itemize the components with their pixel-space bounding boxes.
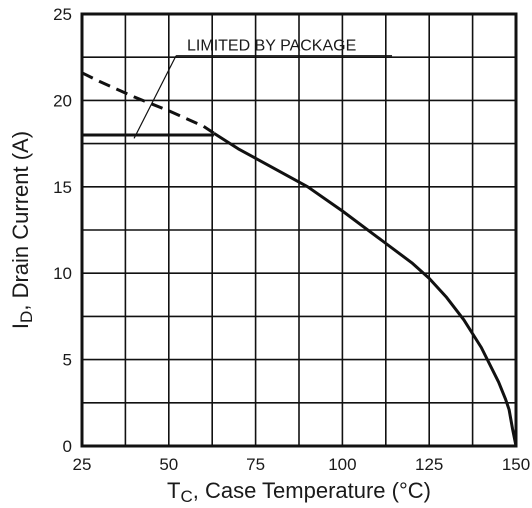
- y-tick-label: 5: [63, 351, 72, 370]
- y-axis-title: ID, Drain Current (A): [8, 131, 36, 329]
- x-tick-label: 75: [246, 455, 265, 474]
- x-tick-label: 50: [159, 455, 178, 474]
- y-tick-label: 10: [53, 264, 72, 283]
- y-tick-label: 20: [53, 91, 72, 110]
- y-tick-label: 25: [53, 5, 72, 24]
- package-limit-dashed-line: [81, 71, 215, 135]
- grid: [82, 14, 516, 446]
- x-tick-label: 150: [502, 455, 530, 474]
- annotation: LIMITED BY PACKAGE: [133, 38, 393, 139]
- x-axis-title-sub: C: [180, 487, 192, 506]
- x-tick-label: 25: [73, 455, 92, 474]
- x-axis-title-unit: °C: [399, 478, 424, 503]
- x-tick-label: 100: [328, 455, 356, 474]
- y-axis-title-rest: , Drain Current (A): [8, 131, 33, 311]
- x-tick-label: 125: [415, 455, 443, 474]
- x-axis-title: TC, Case Temperature (°C): [167, 478, 431, 506]
- y-axis-title-sub: D: [17, 311, 36, 323]
- annotation-label: LIMITED BY PACKAGE: [187, 38, 356, 55]
- x-axis-title-close: ): [424, 478, 431, 503]
- annotation-leader-line: [133, 55, 177, 139]
- x-axis-title-rest: , Case Temperature (: [193, 478, 400, 503]
- drain-current-curve: [213, 131, 518, 447]
- y-tick-label: 15: [53, 178, 72, 197]
- tick-labels: 25 50 75 100 125 150 0 5 10 15 20 25: [53, 5, 530, 474]
- y-axis-title-main: I: [8, 323, 33, 329]
- plot-area-border: [80, 12, 518, 448]
- y-tick-label: 0: [63, 437, 72, 456]
- x-axis-title-main: T: [167, 478, 180, 503]
